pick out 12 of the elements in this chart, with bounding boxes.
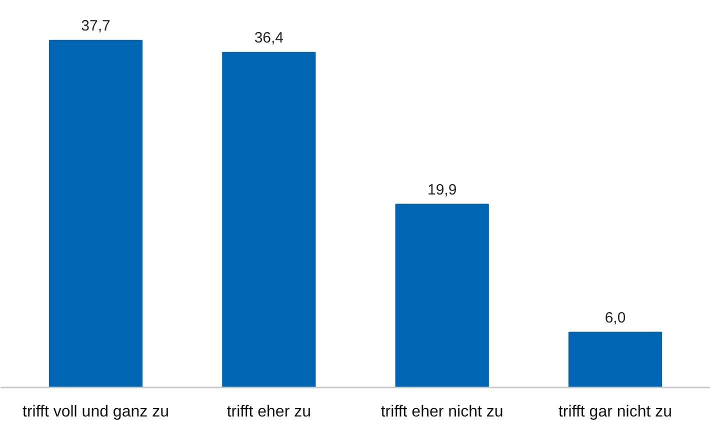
- bar: [48, 40, 143, 388]
- x-tick-label: trifft voll und ganz zu: [22, 404, 169, 420]
- x-tick-label: trifft eher zu: [226, 404, 312, 420]
- x-tick-label: trifft gar nicht zu: [558, 404, 672, 420]
- data-label: 6,0: [604, 309, 626, 326]
- data-label: 19,9: [427, 181, 457, 198]
- bar: [222, 52, 316, 388]
- bar: [568, 332, 662, 388]
- bar: [395, 204, 489, 388]
- x-tick-label: trifft eher nicht zu: [380, 404, 504, 420]
- data-label: 36,4: [254, 29, 284, 46]
- data-label: 37,7: [81, 17, 110, 34]
